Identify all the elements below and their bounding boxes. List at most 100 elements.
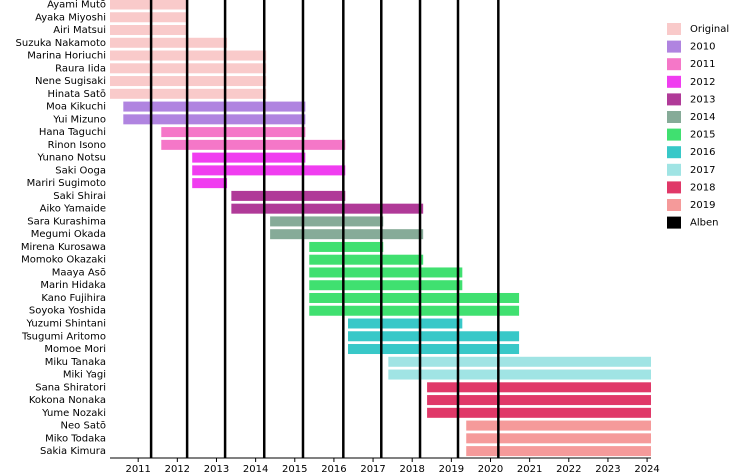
- bar: [123, 101, 306, 112]
- y-tick-label: Saki Shirai: [53, 191, 106, 202]
- y-tick-label: Yui Mizuno: [52, 114, 106, 125]
- y-tick-label: Nene Sugisaki: [35, 76, 106, 87]
- y-tick-label: Kokona Nonaka: [29, 395, 106, 406]
- y-tick-label: Miko Todaka: [45, 433, 106, 444]
- bar: [270, 216, 384, 227]
- y-tick-label: Neo Satō: [61, 421, 106, 432]
- y-tick-label: Suzuka Nakamoto: [16, 38, 106, 49]
- bar: [192, 165, 346, 176]
- bar: [192, 152, 306, 163]
- bar: [309, 267, 463, 278]
- legend-label: 2014: [690, 112, 715, 123]
- legend-swatch: [667, 75, 681, 88]
- y-tick-label: Ayami Mutō: [47, 0, 106, 11]
- legend-swatch: [667, 216, 681, 229]
- legend-label: Original: [690, 24, 729, 35]
- bar: [348, 331, 520, 342]
- y-tick-label: Yunano Notsu: [37, 153, 106, 164]
- bar: [309, 241, 384, 252]
- bar: [466, 433, 651, 444]
- x-tick-label: 2024: [634, 464, 659, 475]
- legend-swatch: [667, 111, 681, 123]
- bar: [270, 229, 424, 240]
- bar: [427, 395, 651, 406]
- legend-label: 2013: [690, 94, 715, 105]
- legend-label: 2011: [690, 59, 715, 70]
- y-tick-label: Sana Shiratori: [35, 382, 106, 393]
- legend-swatch: [667, 23, 681, 35]
- y-tick-label: Mirena Kurosawa: [21, 242, 106, 253]
- bar: [388, 356, 651, 367]
- x-tick-label: 2021: [517, 464, 542, 475]
- y-tick-label: Aiko Yamaide: [40, 204, 106, 215]
- bar: [427, 407, 651, 418]
- x-tick-label: 2018: [399, 464, 424, 475]
- bar: [348, 344, 520, 355]
- bar: [192, 178, 228, 189]
- y-tick-label: Ayaka Miyoshi: [35, 12, 106, 23]
- bar: [231, 190, 346, 201]
- y-tick-label: Sakia Kimura: [40, 446, 106, 457]
- legend-label: 2016: [690, 147, 715, 158]
- legend-swatch: [667, 58, 681, 71]
- legend-swatch: [667, 146, 681, 159]
- x-tick-label: 2019: [439, 464, 464, 475]
- bar: [348, 318, 463, 329]
- bar: [466, 420, 651, 431]
- y-tick-label: Yuzumi Shintani: [25, 319, 106, 330]
- x-tick-label: 2014: [243, 464, 268, 475]
- x-tick-label: 2015: [282, 464, 307, 475]
- bar: [309, 280, 463, 291]
- bar: [231, 203, 424, 214]
- bar: [161, 127, 306, 138]
- bar: [309, 254, 424, 265]
- legend-label: Alben: [690, 218, 718, 229]
- y-tick-label: Maaya Asō: [52, 267, 106, 278]
- legend-swatch: [667, 199, 681, 211]
- y-tick-label: Marin Hidaka: [40, 280, 106, 291]
- bar: [110, 25, 188, 36]
- y-tick-label: Raura Iida: [55, 63, 106, 74]
- x-tick-label: 2016: [321, 464, 346, 475]
- x-tick-label: 2017: [360, 464, 385, 475]
- x-tick-label: 2022: [556, 464, 581, 475]
- legend-swatch: [667, 93, 681, 106]
- legend-label: 2017: [690, 165, 715, 176]
- y-tick-label: Kano Fujihira: [41, 293, 106, 304]
- y-tick-label: Mariri Sugimoto: [27, 178, 106, 189]
- y-tick-label: Hinata Satō: [47, 89, 106, 100]
- y-tick-label: Airi Matsui: [53, 25, 106, 36]
- legend-swatch: [667, 163, 681, 176]
- y-tick-label: Sara Kurashima: [27, 216, 106, 227]
- legend-swatch: [667, 128, 681, 141]
- bar: [466, 446, 651, 457]
- bar: [309, 292, 520, 303]
- y-tick-label: Momoko Okazaki: [21, 255, 106, 266]
- x-tick-label: 2012: [165, 464, 190, 475]
- bar: [110, 37, 228, 48]
- x-tick-label: 2011: [125, 464, 150, 475]
- legend-swatch: [667, 181, 681, 194]
- x-tick-label: 2020: [478, 464, 503, 475]
- y-tick-label: Rinon Isono: [48, 140, 106, 151]
- y-tick-label: Miku Tanaka: [45, 357, 106, 368]
- bar: [110, 12, 188, 23]
- bar: [110, 0, 188, 10]
- legend-label: 2010: [690, 42, 715, 53]
- y-tick-label: Megumi Okada: [31, 229, 106, 240]
- y-tick-label: Marina Horiuchi: [27, 51, 106, 62]
- x-tick-label: 2013: [204, 464, 229, 475]
- bar: [388, 369, 651, 380]
- x-tick-label: 2023: [595, 464, 620, 475]
- bar: [161, 139, 346, 150]
- y-tick-label: Tsugumi Aritomo: [21, 331, 106, 342]
- y-tick-label: Soyoka Yoshida: [29, 306, 106, 317]
- legend-label: 2015: [690, 130, 715, 141]
- legend-label: 2018: [690, 182, 715, 193]
- legend-swatch: [667, 40, 681, 53]
- y-tick-label: Momoe Mori: [44, 344, 106, 355]
- legend-label: 2019: [690, 200, 715, 211]
- bar: [309, 305, 520, 316]
- y-tick-label: Saki Ooga: [55, 165, 106, 176]
